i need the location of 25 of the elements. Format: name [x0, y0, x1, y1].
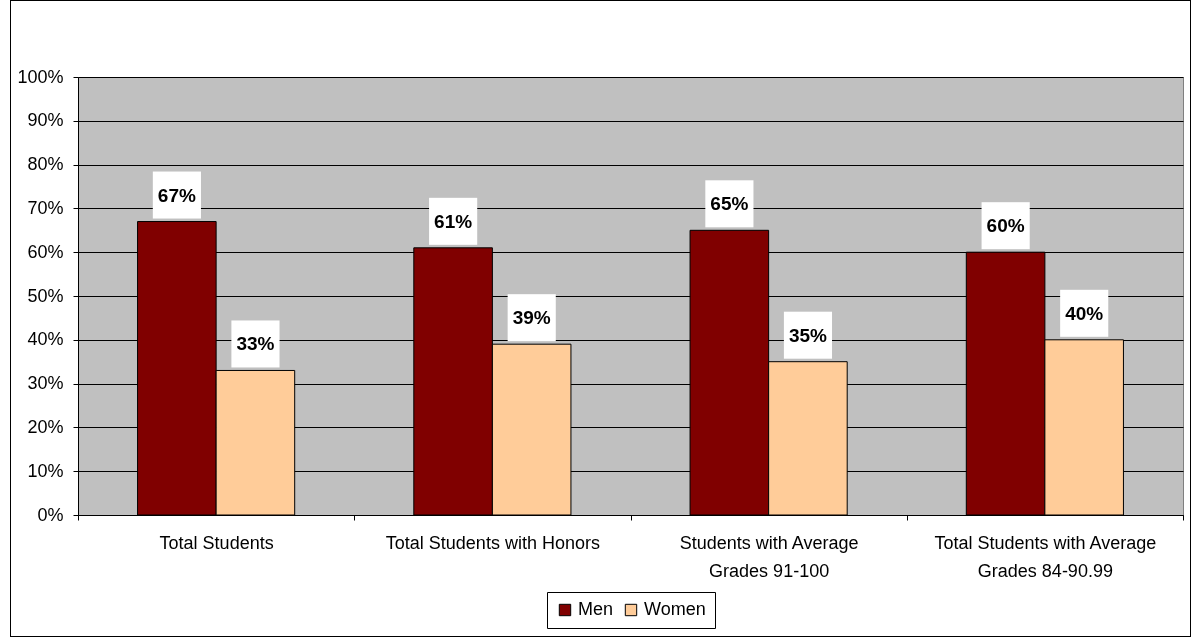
x-tick-label: Total Students	[159, 532, 274, 553]
legend-label: Women	[644, 599, 706, 619]
y-tick-label: 30%	[27, 373, 64, 394]
y-tick-label: 40%	[27, 329, 64, 350]
data-label: 39%	[512, 307, 551, 329]
y-tick-label: 90%	[27, 110, 64, 131]
data-label: 33%	[236, 333, 275, 355]
y-tick-label: 80%	[27, 154, 64, 175]
y-tick-label: 20%	[27, 416, 64, 437]
x-tick-label: Total Students with Average Grades 84-90.99	[934, 532, 1157, 581]
y-tick-label: 50%	[27, 285, 64, 306]
data-label: 60%	[986, 215, 1025, 237]
data-label: 40%	[1065, 302, 1104, 324]
x-tick-label: Students with Average Grades 91-100	[679, 532, 859, 581]
y-tick-label: 60%	[27, 241, 64, 262]
y-tick-label: 70%	[27, 197, 64, 218]
legend-label: Men	[578, 599, 614, 619]
y-tick-label: 0%	[37, 504, 64, 525]
data-label: 61%	[434, 210, 473, 232]
x-tick-label: Total Students with Honors	[385, 532, 600, 553]
data-label: 67%	[157, 184, 196, 206]
y-tick-label: 100%	[17, 66, 64, 87]
data-label: 65%	[710, 193, 749, 215]
y-tick-label: 10%	[27, 460, 64, 481]
data-label: 35%	[788, 324, 828, 346]
